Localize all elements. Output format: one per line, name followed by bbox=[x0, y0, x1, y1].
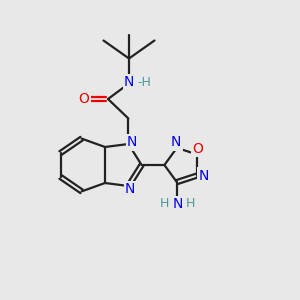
Text: -H: -H bbox=[138, 76, 152, 89]
Text: H: H bbox=[160, 197, 169, 210]
Text: N: N bbox=[198, 169, 209, 183]
Text: N: N bbox=[171, 136, 181, 149]
Text: O: O bbox=[79, 92, 89, 106]
Text: N: N bbox=[125, 182, 135, 196]
Text: O: O bbox=[192, 142, 203, 156]
Text: H: H bbox=[186, 197, 195, 210]
Text: N: N bbox=[172, 197, 183, 211]
Text: N: N bbox=[127, 136, 137, 149]
Text: N: N bbox=[124, 76, 134, 89]
